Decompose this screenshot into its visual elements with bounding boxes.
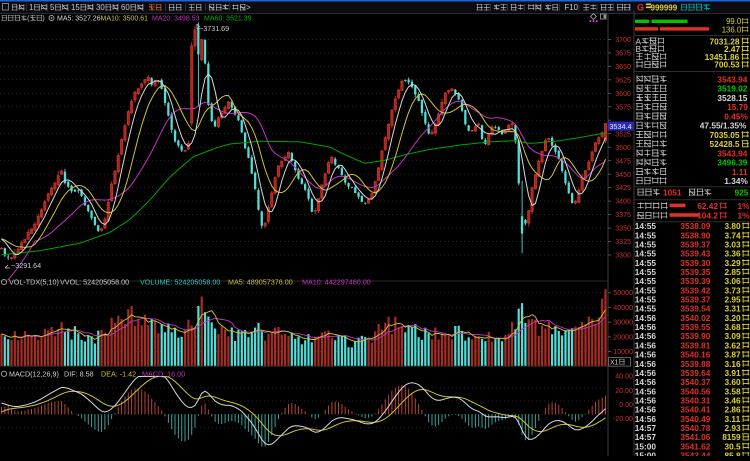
svg-text:85.8: 85.8 [725,451,742,457]
svg-text:3700: 3700 [615,36,631,44]
svg-text:62.42: 62.42 [697,201,718,211]
svg-text:VVOL: 524205058.00: VVOL: 524205058.00 [60,278,129,287]
svg-text:VOL-TDX(5,10): VOL-TDX(5,10) [9,278,59,287]
svg-text:MA10: 442297460.00: MA10: 442297460.00 [302,278,371,287]
svg-text:VOLUME: 524205058.00: VOLUME: 524205058.00 [140,278,220,287]
svg-text:1%: 1% [738,201,750,211]
svg-text:5: 5 [50,3,55,12]
svg-text:~3291.64: ~3291.64 [11,261,41,270]
svg-text:MA20: 3498.53: MA20: 3498.53 [152,16,200,23]
svg-text:3425: 3425 [615,184,631,192]
svg-text:B: B [636,44,642,54]
svg-text:3650: 3650 [615,63,631,71]
svg-text:3325: 3325 [615,238,631,246]
svg-text:700.53: 700.53 [714,60,740,70]
svg-text:10000: 10000 [613,348,633,356]
svg-text:3500: 3500 [615,144,631,152]
svg-text:3675: 3675 [615,50,631,58]
svg-text:30: 30 [96,3,105,12]
svg-text:20000: 20000 [613,333,633,341]
svg-text:1%: 1% [738,211,750,221]
svg-text:G: G [637,2,644,12]
svg-text:3400: 3400 [615,198,631,206]
svg-text:60: 60 [121,3,130,12]
svg-text:MACD(12,26,9): MACD(12,26,9) [9,369,59,378]
svg-text:MACD: 16.00: MACD: 16.00 [142,369,185,378]
svg-text:3575: 3575 [615,103,631,111]
svg-text:X1: X1 [610,359,619,366]
svg-text:104.2: 104.2 [697,211,718,221]
svg-text:3350: 3350 [615,225,631,233]
svg-text:40000: 40000 [613,304,633,312]
svg-text:3525: 3525 [615,130,631,138]
svg-text:F10: F10 [565,3,579,12]
svg-text:DEA: -1.42: DEA: -1.42 [101,369,136,378]
svg-text:20.00: 20.00 [615,387,633,395]
svg-text:>: > [246,3,251,12]
svg-text:3300: 3300 [615,252,631,260]
svg-text:3543.44: 3543.44 [680,451,710,457]
svg-text:1.34%: 1.34% [724,176,748,186]
svg-text:DIF: 8.58: DIF: 8.58 [64,369,94,378]
svg-text:MA60: 3521.39: MA60: 3521.39 [204,16,252,23]
svg-text:): ) [42,16,44,23]
svg-text:3600: 3600 [615,90,631,98]
svg-text:15: 15 [71,3,80,12]
svg-text:50000: 50000 [613,289,633,297]
svg-text:15:00: 15:00 [635,451,657,457]
svg-text:30000: 30000 [613,319,633,327]
svg-text:1051: 1051 [663,187,682,197]
svg-text:3625: 3625 [615,76,631,84]
svg-text:1: 1 [29,3,33,12]
svg-text:3375: 3375 [615,211,631,219]
svg-text:3475: 3475 [615,157,631,165]
svg-text:MA10: 3500.61: MA10: 3500.61 [101,16,149,23]
svg-text:999999: 999999 [651,3,678,12]
svg-text:MA5: 489057376.00: MA5: 489057376.00 [228,278,293,287]
svg-text:3450: 3450 [615,171,631,179]
svg-text:0.00: 0.00 [619,401,633,409]
svg-text:136.0: 136.0 [722,25,742,34]
svg-text:MA5: 3527.26: MA5: 3527.26 [57,16,101,23]
svg-text:-20.00: -20.00 [613,415,633,423]
svg-text:40.00: 40.00 [615,373,633,381]
svg-text:3534.4: 3534.4 [609,122,631,131]
svg-text:925: 925 [735,187,749,197]
svg-text:~3731.69: ~3731.69 [199,24,229,33]
